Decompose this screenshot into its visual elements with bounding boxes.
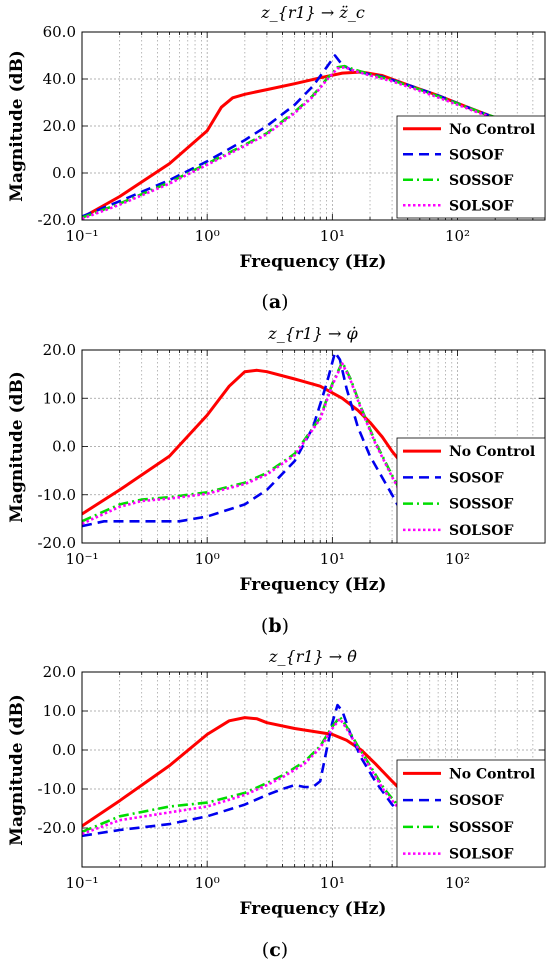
y-tick-label-c: -10.0 — [38, 780, 76, 798]
series-line-solsof-b — [82, 362, 409, 525]
legend-c: No Control SOSOF SOSSOF SOLSOF — [396, 759, 546, 868]
y-axis-label-c: Magnitude (dB) — [7, 694, 27, 846]
y-tick-label-a: 20.0 — [43, 117, 76, 135]
x-ticks-a: 10⁻¹ 10⁰ 10¹ 10² — [65, 227, 470, 245]
x-tick-label-c: 10² — [445, 874, 470, 892]
series-line-sossof-c — [82, 715, 402, 834]
legend-label-c: SOLSOF — [449, 847, 513, 863]
legend-label-c: SOSOF — [449, 793, 504, 809]
x-ticks-c: 10⁻¹ 10⁰ 10¹ 10² — [65, 874, 470, 892]
caption-a: (a) — [261, 291, 288, 313]
plot-area-b — [82, 351, 409, 528]
caption-b: (b) — [261, 615, 289, 637]
y-ticks-c: -20.0 -10.0 0.0 10.0 20.0 — [38, 663, 76, 837]
x-tick-label-c: 10⁰ — [195, 874, 220, 892]
y-tick-label-b: -20.0 — [38, 534, 76, 552]
y-tick-label-c: -20.0 — [38, 819, 76, 837]
x-tick-label-b: 10² — [445, 550, 470, 568]
y-tick-label-b: -10.0 — [38, 486, 76, 504]
legend-box-b — [396, 437, 546, 544]
y-tick-label-c: 20.0 — [43, 663, 76, 681]
x-tick-label-a: 10⁰ — [195, 227, 220, 245]
y-ticks-b: -20.0 -10.0 0.0 10.0 20.0 — [38, 341, 76, 552]
y-ticks-a: -20.0 0.0 20.0 40.0 60.0 — [38, 23, 76, 229]
chart-title-c: z_{r1} → θ̇ — [268, 647, 357, 666]
chart-panel-a: z_{r1} → z̈_c -20.00.020.040.060.0 10⁻¹ 1… — [7, 3, 546, 313]
legend-box-a — [396, 115, 546, 219]
legend-label-a: SOSOF — [449, 147, 504, 163]
legend-label-b: SOSOF — [449, 470, 504, 486]
y-axis-label-b: Magnitude (dB) — [7, 371, 27, 523]
x-tick-label-a: 10¹ — [320, 227, 345, 245]
legend-b: No Control SOSOF SOSSOF SOLSOF — [396, 437, 546, 544]
legend-label-c: No Control — [449, 766, 535, 782]
x-tick-label-b: 10⁰ — [195, 550, 220, 568]
chart-title-b: z_{r1} → φ̇ — [267, 324, 358, 343]
legend-label-b: SOLSOF — [449, 523, 513, 539]
legend-label-a: SOSSOF — [449, 173, 513, 189]
legend-label-b: No Control — [449, 444, 535, 460]
legend-label-c: SOSSOF — [449, 820, 513, 836]
series-line-no-control-b — [82, 368, 409, 516]
series-line-solsof-c — [82, 717, 402, 836]
chart-panel-b: z_{r1} → φ̇ -20.0-10.00.010.020.0 10⁻¹ 10… — [7, 324, 546, 637]
x-axis-label-c: Frequency (Hz) — [240, 899, 387, 919]
x-tick-label-b: 10⁻¹ — [65, 550, 98, 568]
series-line-solsof-a — [82, 66, 545, 220]
x-ticks-b: 10⁻¹ 10⁰ 10¹ 10² — [65, 550, 470, 568]
x-axis-label-a: Frequency (Hz) — [240, 252, 387, 272]
legend-a: No Control SOSOF SOSSOF SOLSOF — [396, 115, 546, 219]
y-tick-label-c: 0.0 — [52, 741, 76, 759]
y-tick-label-b: 20.0 — [43, 341, 76, 359]
y-tick-label-a: 60.0 — [43, 23, 76, 41]
y-tick-label-a: 40.0 — [43, 70, 76, 88]
legend-label-a: SOLSOF — [449, 198, 513, 214]
plot-area-a — [82, 54, 545, 220]
x-axis-label-b: Frequency (Hz) — [240, 575, 387, 595]
series-line-sosof-a — [82, 54, 545, 218]
y-tick-label-a: -20.0 — [38, 211, 76, 229]
chart-title-a: z_{r1} → z̈_c — [260, 3, 365, 22]
y-tick-label-c: 10.0 — [43, 702, 76, 720]
x-tick-label-b: 10¹ — [320, 550, 345, 568]
series-line-sosof-b — [82, 351, 409, 528]
series-line-sosof-c — [82, 703, 409, 838]
y-tick-label-b: 0.0 — [52, 438, 76, 456]
chart-panel-c: z_{r1} → θ̇ -20.0-10.00.010.020.0 10⁻¹ 10… — [7, 647, 546, 961]
series-line-sossof-b — [82, 360, 409, 523]
y-axis-label-a: Magnitude (dB) — [7, 50, 27, 202]
plot-area-c — [82, 703, 409, 838]
y-tick-label-b: 10.0 — [43, 389, 76, 407]
x-tick-label-a: 10² — [445, 227, 470, 245]
series-line-no-control-c — [82, 716, 409, 828]
x-tick-label-c: 10¹ — [320, 874, 345, 892]
legend-box-c — [396, 759, 546, 868]
legend-label-a: No Control — [449, 122, 535, 138]
x-tick-label-a: 10⁻¹ — [65, 227, 98, 245]
legend-label-b: SOSSOF — [449, 497, 513, 513]
y-tick-label-a: 0.0 — [52, 164, 76, 182]
caption-c: (c) — [262, 939, 288, 961]
x-tick-label-c: 10⁻¹ — [65, 874, 98, 892]
